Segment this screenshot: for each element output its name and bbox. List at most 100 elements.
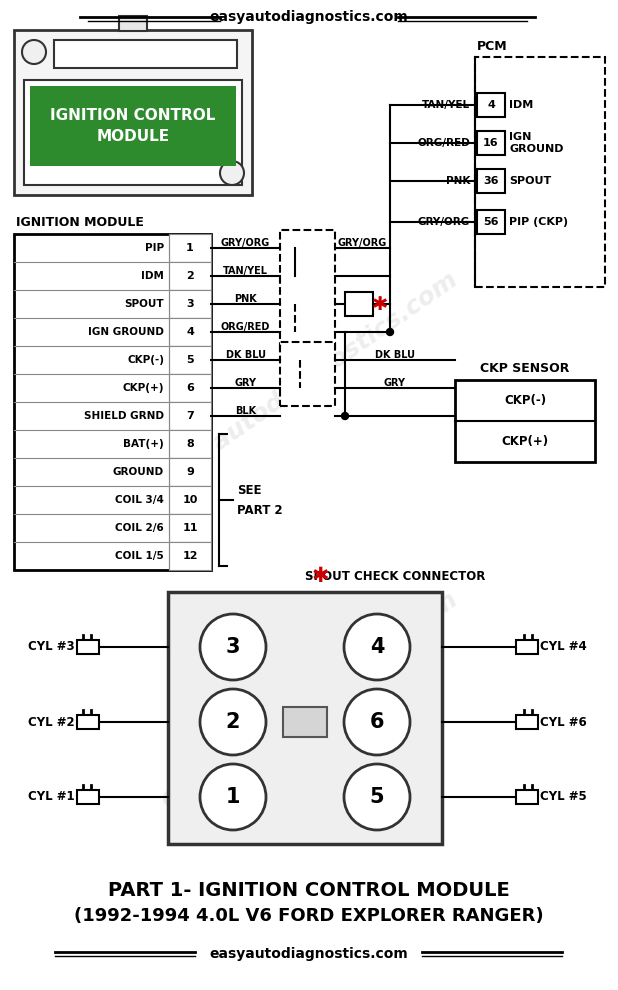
Text: GROUND: GROUND (113, 467, 164, 477)
Text: 2: 2 (226, 712, 240, 732)
Text: PNK: PNK (446, 176, 470, 186)
Text: CKP(+): CKP(+) (122, 383, 164, 393)
Text: IGN
GROUND: IGN GROUND (509, 132, 564, 154)
Text: 56: 56 (483, 217, 499, 227)
Bar (169, 402, 211, 430)
Bar (24, 80, 242, 185)
Text: 2: 2 (186, 271, 194, 281)
Text: IGNITION CONTROL
MODULE: IGNITION CONTROL MODULE (50, 108, 216, 144)
Text: 11: 11 (182, 523, 198, 533)
Bar (280, 230, 335, 350)
Bar (516, 790, 538, 804)
Text: 4: 4 (487, 100, 495, 110)
Text: PART 1- IGNITION CONTROL MODULE: PART 1- IGNITION CONTROL MODULE (108, 880, 510, 900)
Text: 16: 16 (483, 138, 499, 148)
Text: IGN GROUND: IGN GROUND (88, 327, 164, 337)
Bar (168, 592, 442, 844)
Text: DK BLU: DK BLU (375, 350, 415, 360)
Bar (169, 458, 211, 486)
Text: COIL 1/5: COIL 1/5 (115, 551, 164, 561)
Bar (169, 346, 211, 374)
Text: CYL #2: CYL #2 (28, 716, 75, 729)
Bar (169, 290, 211, 318)
Text: 1: 1 (186, 243, 194, 253)
Bar (345, 292, 373, 316)
Text: 5: 5 (370, 787, 384, 807)
Text: CYL #5: CYL #5 (540, 790, 586, 804)
Bar (477, 210, 505, 234)
Bar (119, 16, 147, 31)
Text: BLK: BLK (235, 406, 256, 416)
Text: SPOUT: SPOUT (509, 176, 551, 186)
Text: easyautodiagnostics.com: easyautodiagnostics.com (156, 267, 462, 492)
Text: ORG/RED: ORG/RED (221, 322, 270, 332)
Circle shape (386, 329, 394, 336)
Bar (169, 262, 211, 290)
Text: PNK: PNK (234, 294, 257, 304)
Text: GRY: GRY (234, 378, 256, 388)
Circle shape (344, 764, 410, 830)
Bar (169, 234, 211, 262)
Text: ✱: ✱ (311, 566, 329, 586)
Text: CKP(-): CKP(-) (127, 355, 164, 365)
Text: 9: 9 (186, 467, 194, 477)
Bar (54, 40, 237, 68)
Circle shape (200, 689, 266, 755)
Bar (169, 430, 211, 458)
Text: CKP(-): CKP(-) (504, 394, 546, 407)
Text: ✱: ✱ (372, 294, 388, 314)
Bar (77, 715, 99, 729)
Text: CYL #3: CYL #3 (28, 641, 75, 653)
Circle shape (22, 40, 46, 64)
Text: IDM: IDM (141, 271, 164, 281)
Bar (30, 86, 236, 166)
Bar (14, 30, 252, 195)
Text: 12: 12 (182, 551, 198, 561)
Bar (169, 486, 211, 514)
Text: PIP: PIP (145, 243, 164, 253)
Text: IGNITION MODULE: IGNITION MODULE (16, 217, 144, 230)
Text: 5: 5 (186, 355, 194, 365)
Bar (280, 342, 335, 406)
Text: SPOUT CHECK CONNECTOR: SPOUT CHECK CONNECTOR (305, 569, 485, 582)
Text: ORG/RED: ORG/RED (417, 138, 470, 148)
Bar (283, 707, 327, 737)
Bar (14, 234, 211, 570)
Text: IDM: IDM (509, 100, 533, 110)
Text: 4: 4 (186, 327, 194, 337)
Text: BAT(+): BAT(+) (123, 439, 164, 449)
Text: 3: 3 (226, 637, 240, 657)
Text: CYL #1: CYL #1 (28, 790, 75, 804)
Text: CKP(+): CKP(+) (501, 435, 549, 448)
Text: CYL #6: CYL #6 (540, 716, 586, 729)
Bar (169, 318, 211, 346)
Bar (77, 640, 99, 654)
Bar (169, 374, 211, 402)
Circle shape (200, 764, 266, 830)
Text: 6: 6 (370, 712, 384, 732)
Text: GRY/ORG: GRY/ORG (418, 217, 470, 227)
Text: CKP SENSOR: CKP SENSOR (480, 361, 570, 374)
Bar (477, 131, 505, 155)
Text: TAN/YEL: TAN/YEL (223, 266, 268, 276)
Bar (169, 514, 211, 542)
Circle shape (344, 614, 410, 680)
Circle shape (200, 614, 266, 680)
Text: easyautodiagnostics.com: easyautodiagnostics.com (156, 588, 462, 813)
Text: COIL 2/6: COIL 2/6 (115, 523, 164, 533)
Text: CYL #4: CYL #4 (540, 641, 586, 653)
Text: easyautodiagnostics.com: easyautodiagnostics.com (210, 947, 408, 961)
Text: easyautodiagnostics.com: easyautodiagnostics.com (210, 10, 408, 24)
Text: 3: 3 (186, 299, 194, 309)
Text: COIL 3/4: COIL 3/4 (115, 495, 164, 505)
Text: SEE: SEE (237, 483, 261, 497)
Text: GRY/ORG: GRY/ORG (338, 238, 387, 248)
Text: 1: 1 (226, 787, 240, 807)
Bar (77, 790, 99, 804)
Text: 4: 4 (370, 637, 384, 657)
Text: 36: 36 (483, 176, 499, 186)
Text: GRY: GRY (384, 378, 406, 388)
Text: 8: 8 (186, 439, 194, 449)
Text: 6: 6 (186, 383, 194, 393)
Bar (516, 640, 538, 654)
